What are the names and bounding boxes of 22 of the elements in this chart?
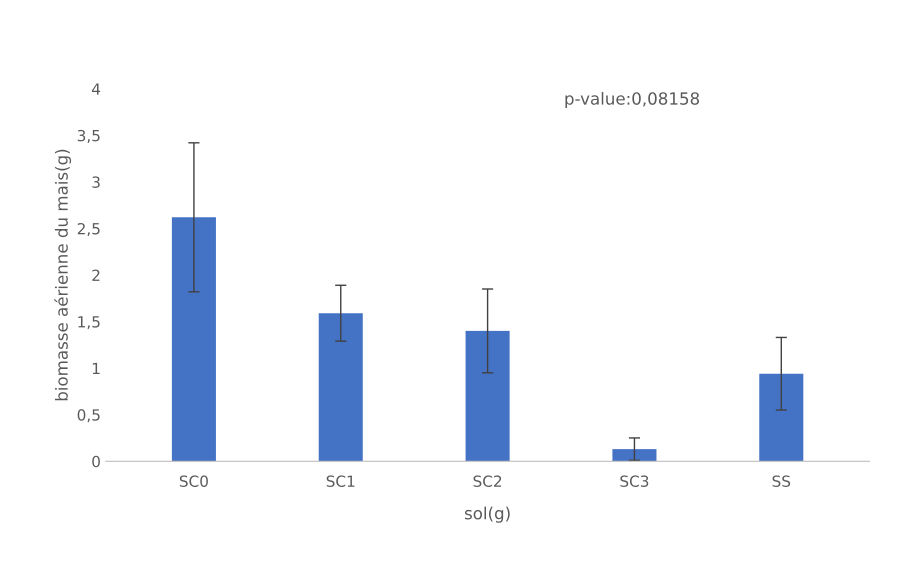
y-tick-label: 3,5 [78, 130, 100, 143]
y-tick-label: 1 [92, 362, 100, 374]
y-tick-label: 3 [92, 176, 100, 188]
y-tick-label: 0 [92, 456, 100, 468]
x-tick-label: SS [772, 475, 790, 487]
y-tick-label: 1,5 [78, 316, 100, 330]
x-tick-label: SC1 [326, 475, 354, 487]
bar [318, 313, 363, 462]
x-axis-title: sol(g) [464, 506, 510, 523]
bar [466, 330, 510, 462]
x-tick-label: SC3 [620, 475, 648, 487]
y-tick-label: 0,5 [78, 409, 100, 422]
bar [612, 449, 656, 462]
y-tick-label: 2 [92, 270, 100, 281]
annotation: p-value:0,08158 [565, 92, 700, 108]
bar [759, 374, 804, 462]
bar [172, 217, 216, 462]
x-tick-label: SC0 [180, 475, 208, 487]
y-tick-label: 4 [92, 83, 100, 95]
y-axis-title: biomasse aérienne du mais(g) [54, 150, 72, 400]
y-tick-label: 2,5 [78, 222, 100, 236]
x-tick-label: SC2 [474, 475, 502, 487]
